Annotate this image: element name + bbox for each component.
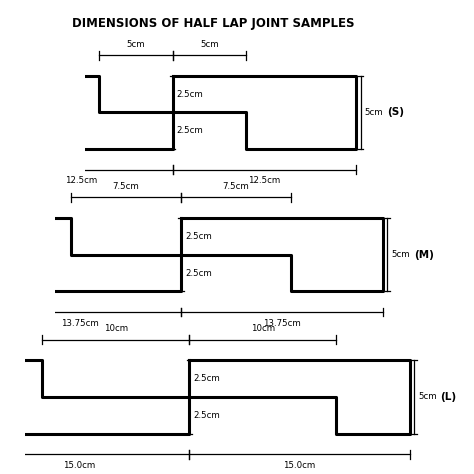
- Text: 5cm: 5cm: [365, 108, 383, 117]
- Text: 2.5cm: 2.5cm: [185, 269, 212, 277]
- Text: 15.0cm: 15.0cm: [63, 461, 95, 470]
- Text: 5cm: 5cm: [127, 39, 146, 48]
- Text: 2.5cm: 2.5cm: [177, 90, 203, 99]
- Text: 10cm: 10cm: [104, 324, 128, 333]
- Text: 15.0cm: 15.0cm: [283, 461, 316, 470]
- Text: 2.5cm: 2.5cm: [193, 374, 220, 383]
- Text: 5cm: 5cm: [200, 39, 219, 48]
- Text: 13.75cm: 13.75cm: [263, 319, 301, 328]
- Text: 7.5cm: 7.5cm: [112, 182, 139, 191]
- Text: 5cm: 5cm: [392, 250, 410, 259]
- Text: 2.5cm: 2.5cm: [177, 127, 203, 135]
- Text: 12.5cm: 12.5cm: [248, 176, 281, 185]
- Text: 2.5cm: 2.5cm: [193, 411, 220, 419]
- Text: 5cm: 5cm: [418, 392, 437, 401]
- Text: DIMENSIONS OF HALF LAP JOINT SAMPLES: DIMENSIONS OF HALF LAP JOINT SAMPLES: [72, 17, 355, 30]
- Text: 7.5cm: 7.5cm: [223, 182, 249, 191]
- Text: 13.75cm: 13.75cm: [61, 319, 99, 328]
- Text: 10cm: 10cm: [251, 324, 275, 333]
- Text: (M): (M): [414, 250, 434, 260]
- Text: 2.5cm: 2.5cm: [185, 232, 212, 241]
- Text: (L): (L): [440, 392, 456, 402]
- Text: (S): (S): [387, 108, 404, 118]
- Text: 12.5cm: 12.5cm: [65, 176, 97, 185]
